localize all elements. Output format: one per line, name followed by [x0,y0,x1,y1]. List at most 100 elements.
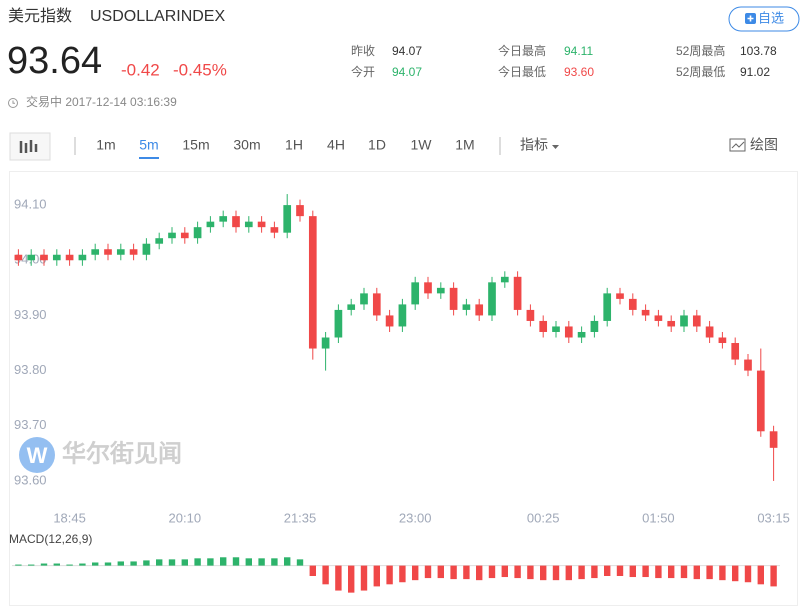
indicator-menu[interactable]: 指标 [520,137,548,153]
macd-bar [757,565,764,585]
price: 93.64 [7,40,102,82]
macd-bar [232,557,240,566]
macd-bar [296,559,304,566]
macd-bar [220,557,227,566]
macd-bar [335,565,342,591]
macd-bar [463,565,470,580]
watch-button[interactable]: 自选 [728,6,800,32]
x-tick-label: 00:25 [527,510,560,525]
macd-bar [194,558,201,566]
macd-label: MACD(12,26,9) [9,532,92,546]
draw-icon-line [731,141,745,149]
macd-bar [399,565,406,583]
candle-body [488,282,496,316]
candle-body [206,221,215,228]
timeframe-tab[interactable]: 15m [182,137,209,153]
macd-bar [66,564,73,566]
stat-label: 今日最低 [498,64,546,79]
macd-bar [668,565,675,579]
macd-bar [15,564,22,566]
stat-label: 昨收 [351,44,375,58]
candle-body [436,287,445,294]
candle-body [616,293,624,299]
timeframe-tab[interactable]: 1m [96,137,115,153]
candle-body [104,249,112,255]
macd-bar [117,561,124,566]
macd-bar [578,565,585,580]
candle-body [270,227,279,233]
candle-body [539,320,548,332]
macd-bar [348,565,355,593]
macd-bar [373,565,380,587]
macd-bar [706,565,713,580]
candle-body [283,205,292,233]
candle-body [552,326,560,332]
candle-body [731,343,740,360]
watermark-logo-letter: W [27,443,48,468]
watermark-logo [19,437,55,473]
candle-body [513,276,522,310]
candle-body [654,315,663,321]
candle-icon [19,140,38,153]
macd-bar [156,559,163,566]
candle-body [667,320,676,327]
stat-value: 93.60 [564,65,594,79]
stat-label: 52周最低 [676,65,725,79]
dropdown-arrow [552,145,559,149]
candle-body [91,249,100,255]
candle-body [219,216,228,222]
macd-bar [616,565,624,576]
candle-body [526,309,535,321]
candle-body [462,304,471,310]
x-tick-label: 18:45 [53,510,86,525]
candle-body [296,205,304,217]
y-tick-label: 93.70 [14,417,47,432]
macd-bar [565,565,572,581]
candle-body [168,232,176,239]
watch-button-label[interactable]: 自选 [758,10,784,25]
macd-bar [412,565,419,581]
status: 交易中 2017-12-14 03:16:39 [26,94,177,109]
macd-bar [322,565,329,585]
timeframe-tab[interactable]: 1W [411,137,433,153]
candle-body [718,337,727,344]
candle-body [449,287,458,310]
candle-body [244,221,253,228]
timeframe-tab[interactable]: 1H [285,137,303,153]
macd-bar [168,559,176,566]
stat-label: 52周最高 [676,43,725,58]
timeframe-tab[interactable]: 30m [233,137,260,153]
macd-bar [540,565,547,581]
macd-bar [655,565,662,579]
macd-bar [284,557,291,566]
candle-body [129,249,138,255]
macd-bar [104,562,112,566]
macd-bar [488,565,496,579]
y-tick-label: 93.90 [14,307,47,322]
macd-bar [527,565,534,580]
macd-bar [28,564,35,566]
candle-body [411,282,420,305]
macd-bar [130,561,137,566]
timeframe-tab[interactable]: 4H [327,137,345,153]
timeframe-tab[interactable]: 5m [139,137,158,153]
candle-body [641,309,650,316]
candle-body [116,249,125,255]
candle-body [680,315,688,327]
candle-body [27,254,36,261]
candle-body [744,359,752,371]
watch-button-bg[interactable] [728,6,800,32]
candle-body [65,254,74,261]
timeframe-tab[interactable]: 1M [455,137,474,153]
macd-bar [437,565,444,579]
timeframe-tab[interactable]: 1D [368,137,386,153]
x-tick-label: 21:35 [284,510,317,525]
stat-label: 今开 [351,64,375,79]
macd-bar [770,565,777,587]
macd-bar [53,563,60,566]
macd-bar [693,565,700,580]
watermark: 华尔街见闻 [62,439,182,467]
candle-body [424,282,432,294]
draw-button[interactable]: 绘图 [750,137,778,153]
macd-bar [245,558,252,566]
